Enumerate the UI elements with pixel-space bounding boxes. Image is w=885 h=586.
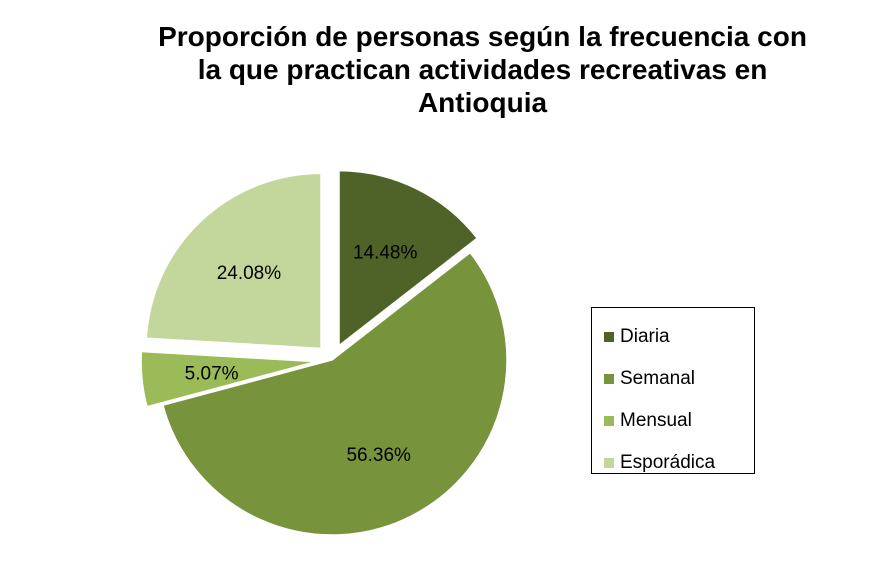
data-label-esporadica: 24.08% [217,263,282,284]
pie-slices [140,169,508,536]
pie-slice-mensual [140,350,317,408]
data-label-semanal: 56.36% [346,445,411,466]
chart-legend: Diaria Semanal Mensual Esporádica [591,307,755,474]
chart-title-line-3: Antioquia [417,87,548,118]
legend-label-semanal: Semanal [620,368,695,389]
legend-label-mensual: Mensual [620,410,692,431]
legend-swatch-semanal [604,374,614,384]
pie-slice-semanal [162,251,508,536]
data-label-diaria: 14.48% [353,242,418,263]
legend-label-diaria: Diaria [620,326,670,347]
legend-item-esporadica: Esporádica [604,452,715,474]
legend-swatch-mensual [604,416,614,426]
data-label-mensual: 5.07% [185,363,239,384]
legend-swatch-diaria [604,332,614,342]
legend-item-diaria: Diaria [604,326,670,348]
legend-swatch-esporadica [604,458,614,468]
pie-data-labels: 14.48% 56.36% 5.07% 24.08% [185,242,418,466]
chart-title-line-2: la que practican actividades recreativas… [197,54,768,85]
legend-label-esporadica: Esporádica [620,452,716,473]
legend-item-semanal: Semanal [604,368,695,390]
legend-item-mensual: Mensual [604,410,692,432]
chart-title: Proporción de personas según la frecuenc… [110,20,855,119]
chart-title-line-1: Proporción de personas según la frecuenc… [158,21,807,52]
pie-slice-esporadica [145,172,322,350]
pie-slice-diaria [338,169,479,348]
